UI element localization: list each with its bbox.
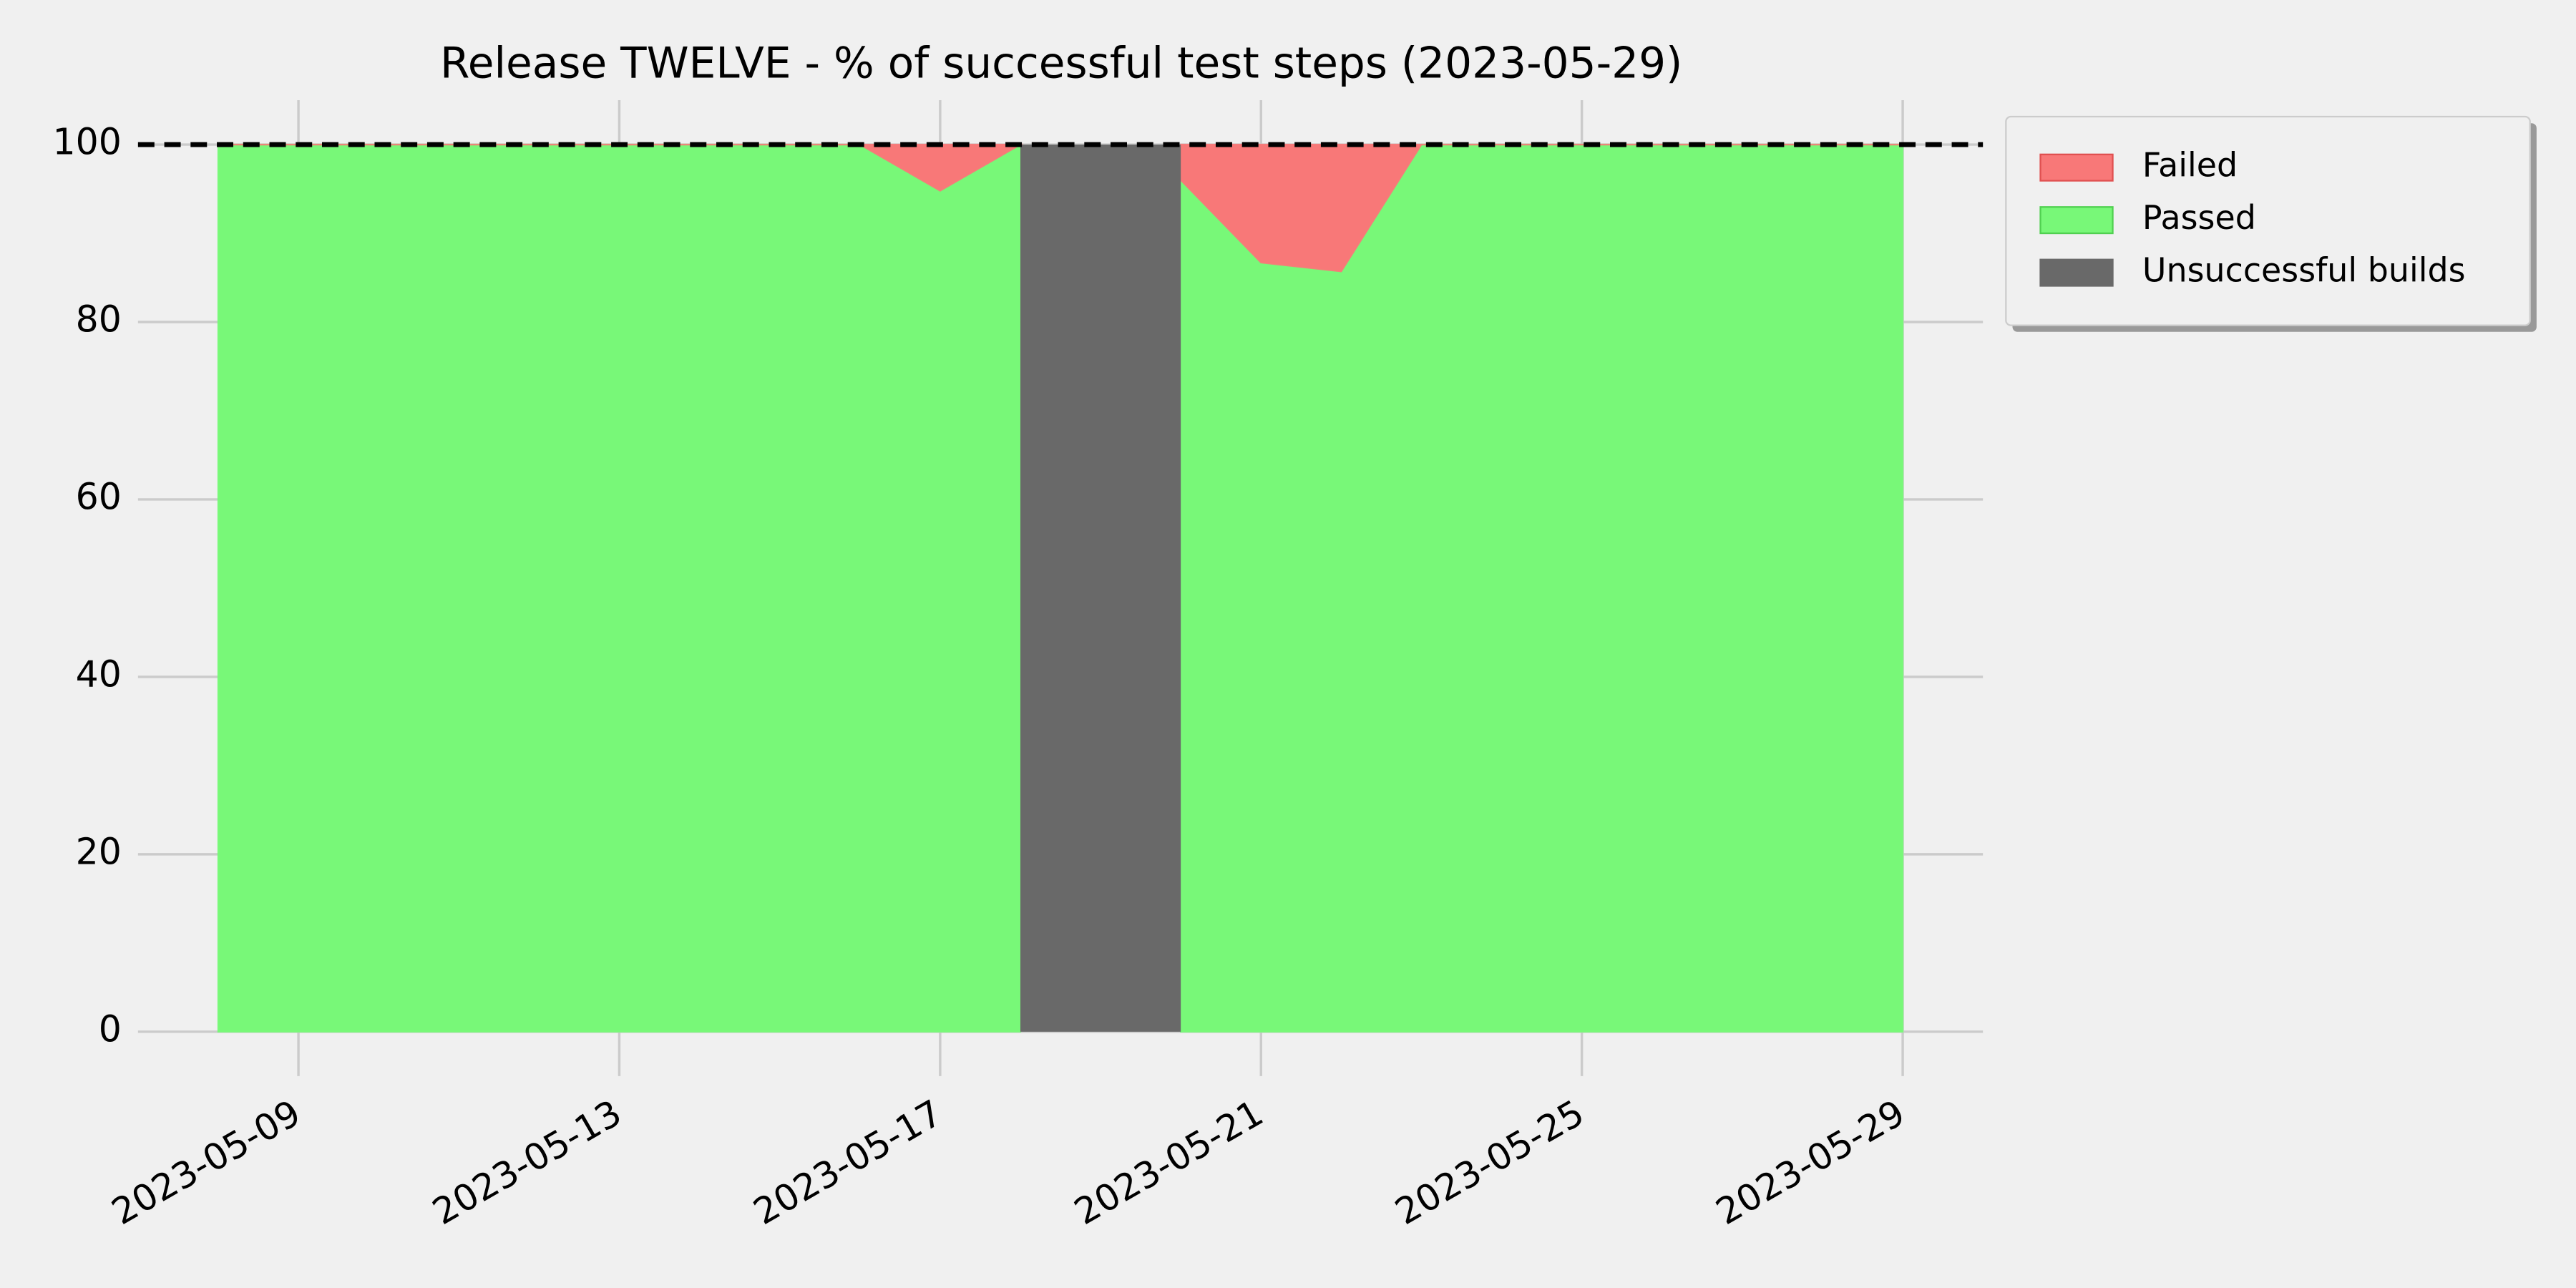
legend-swatch (2039, 153, 2114, 182)
y-tick-label: 20 (76, 830, 122, 872)
legend-swatch (2039, 258, 2114, 287)
y-tick-label: 40 (76, 653, 122, 695)
legend-label: Passed (2142, 198, 2256, 237)
y-tick-label: 80 (76, 298, 122, 341)
legend-swatch (2039, 206, 2114, 235)
y-tick-label: 60 (76, 475, 122, 517)
legend-label: Unsuccessful builds (2142, 251, 2466, 290)
legend: Failed Passed Unsuccessful builds (2005, 115, 2537, 332)
y-tick-label: 100 (53, 121, 122, 163)
plot-area (137, 142, 1984, 1033)
y-tick-label: 0 (99, 1008, 122, 1050)
unsuccessful-builds-bar (1020, 145, 1181, 1032)
legend-box (2005, 115, 2531, 326)
chart-title: Release TWELVE - % of successful test st… (440, 39, 1682, 88)
legend-label: Failed (2142, 146, 2238, 185)
